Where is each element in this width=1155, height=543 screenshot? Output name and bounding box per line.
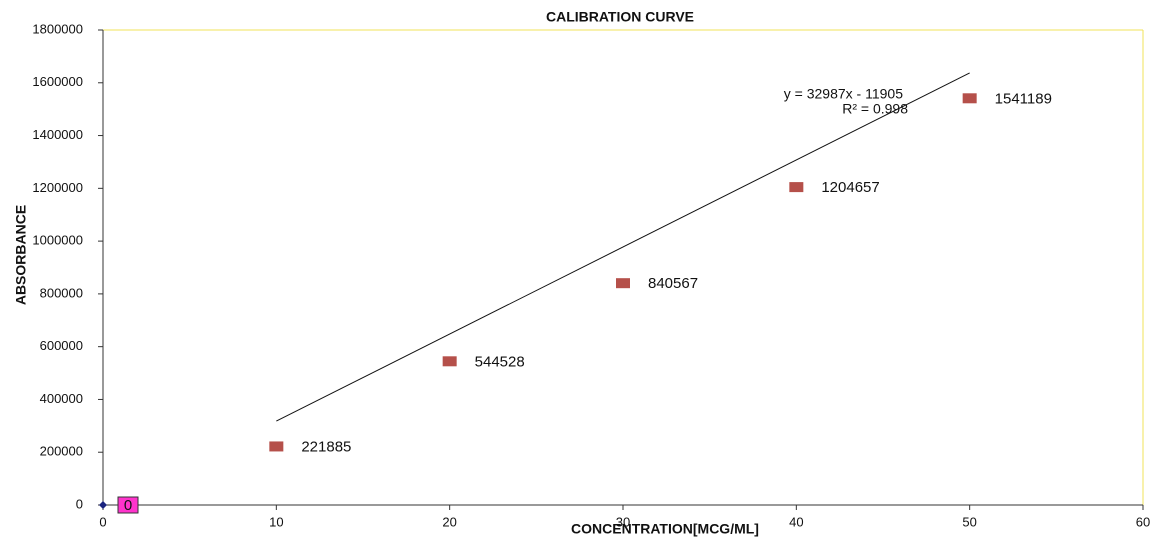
value-label-box <box>117 496 139 514</box>
y-tick-label: 1200000 <box>32 180 83 195</box>
y-tick-label: 400000 <box>40 391 83 406</box>
y-tick-label: 200000 <box>40 444 83 459</box>
y-tick-label: 1800000 <box>32 21 83 36</box>
x-tick-label: 50 <box>962 514 976 529</box>
value-label: 544528 <box>475 353 525 370</box>
chart-title: CALIBRATION CURVE <box>546 9 694 25</box>
y-tick-label: 1600000 <box>32 74 83 89</box>
trendline <box>276 72 970 422</box>
x-tick-label: 30 <box>616 514 630 529</box>
trendline-equation: y = 32987x - 11905 <box>784 86 903 102</box>
data-point <box>269 441 284 452</box>
data-point <box>442 356 457 367</box>
data-point <box>789 182 804 193</box>
data-point <box>99 501 107 509</box>
data-point <box>616 278 630 289</box>
x-tick-label: 10 <box>269 514 283 529</box>
x-tick-label: 40 <box>789 514 803 529</box>
x-axis-title: CONCENTRATION[MCG/ML] <box>571 521 759 537</box>
y-axis-title: ABSORBANCE <box>13 205 29 305</box>
value-label: 0 <box>124 497 132 514</box>
y-tick-label: 1000000 <box>32 233 83 248</box>
x-tick-label: 0 <box>99 514 106 529</box>
y-tick-label: 600000 <box>40 338 83 353</box>
trendline-r2: R² = 0.998 <box>842 101 908 117</box>
y-tick-label: 0 <box>76 496 83 511</box>
x-tick-label: 20 <box>442 514 456 529</box>
x-tick-label: 60 <box>1136 514 1150 529</box>
data-point <box>962 93 977 104</box>
value-label: 840567 <box>648 275 698 292</box>
value-label: 1541189 <box>995 90 1052 107</box>
y-tick-label: 1400000 <box>32 127 83 142</box>
value-label: 1204657 <box>821 179 879 196</box>
y-tick-label: 800000 <box>40 285 83 300</box>
value-label: 221885 <box>301 438 351 455</box>
